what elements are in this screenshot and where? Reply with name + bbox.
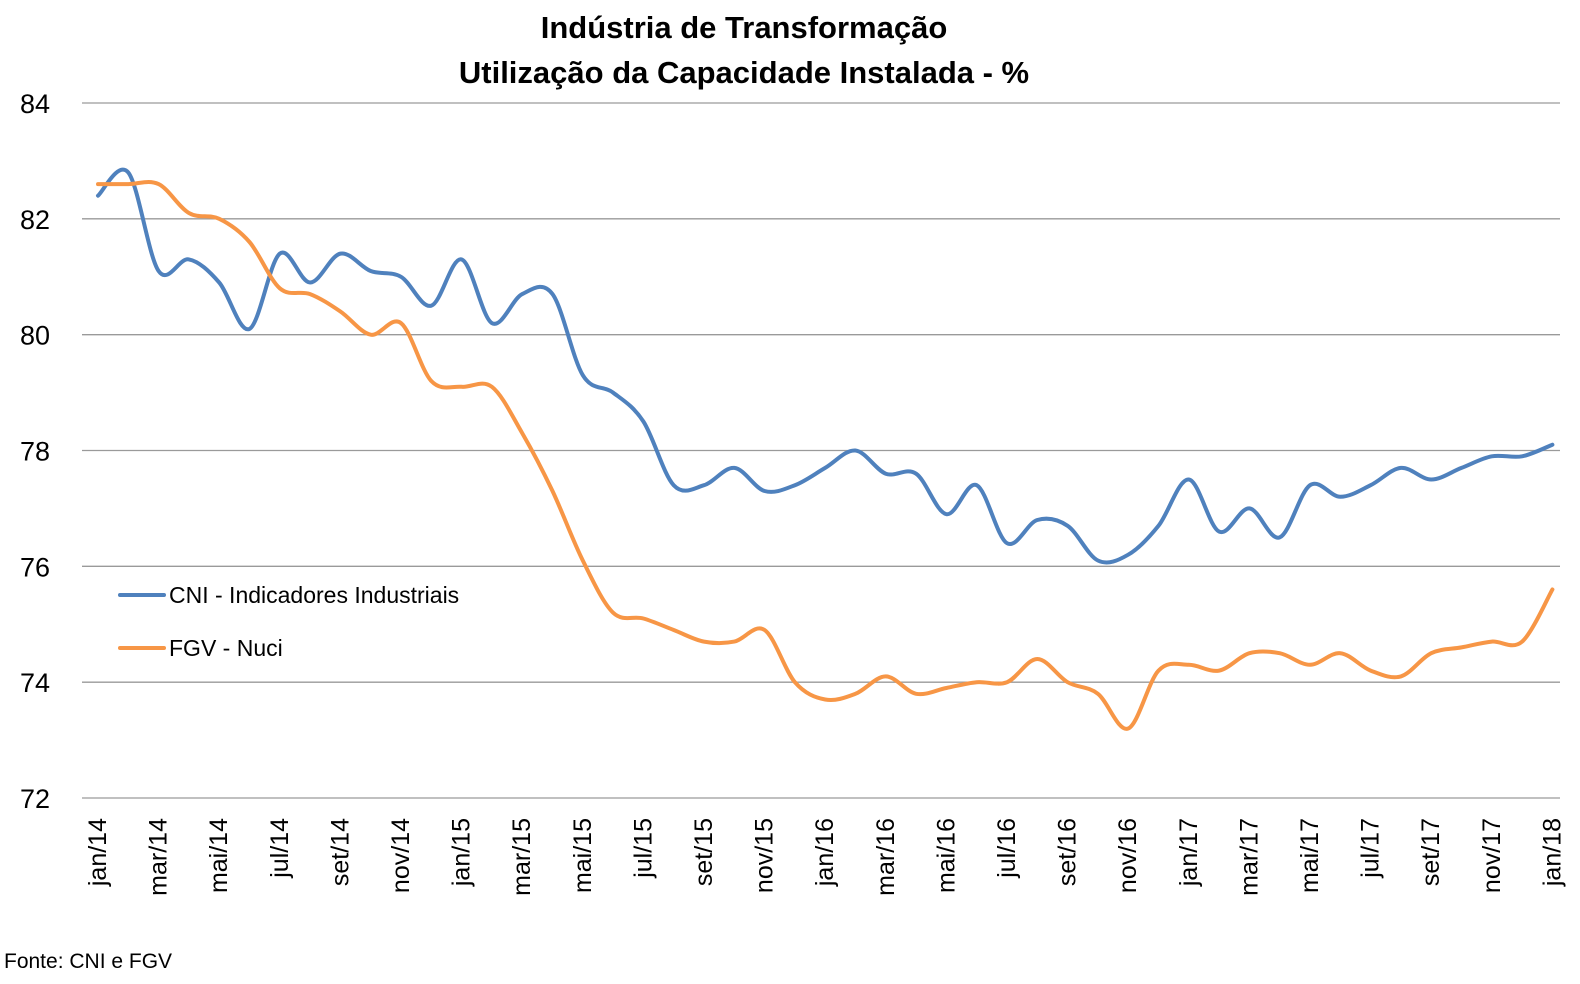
x-tick-label: mai/16 bbox=[932, 818, 960, 893]
x-tick-label: jan/17 bbox=[1175, 818, 1203, 887]
x-tick-label: mar/15 bbox=[508, 818, 536, 896]
series-line-fgv bbox=[96, 179, 1555, 731]
x-tick-label: nov/16 bbox=[1114, 818, 1142, 893]
x-tick-label: jan/15 bbox=[448, 818, 476, 887]
x-tick-label: mar/16 bbox=[872, 818, 900, 896]
y-tick-label: 74 bbox=[20, 668, 50, 698]
x-tick-label: mai/17 bbox=[1296, 818, 1324, 893]
x-tick-label: jul/14 bbox=[266, 818, 294, 879]
x-tick-label: mai/14 bbox=[205, 818, 233, 893]
source-note: Fonte: CNI e FGV bbox=[4, 950, 173, 973]
y-tick-label: 84 bbox=[20, 89, 50, 119]
legend-label-fgv: FGV - Nuci bbox=[169, 635, 283, 661]
x-tick-label: jan/14 bbox=[84, 818, 112, 887]
y-tick-label: 72 bbox=[20, 784, 50, 814]
series-lines bbox=[96, 167, 1555, 731]
x-tick-label: jul/15 bbox=[629, 818, 657, 879]
x-tick-label: nov/14 bbox=[387, 818, 415, 893]
chart-title: Indústria de Transformação bbox=[541, 10, 948, 45]
x-tick-label: jan/16 bbox=[811, 818, 839, 887]
legend: CNI - Indicadores Industriais FGV - Nuci bbox=[118, 582, 459, 661]
y-tick-label: 76 bbox=[20, 552, 50, 582]
x-tick-label: set/17 bbox=[1417, 818, 1445, 886]
y-tick-label: 78 bbox=[20, 437, 50, 467]
x-tick-label: nov/15 bbox=[751, 818, 779, 893]
x-tick-label: mar/14 bbox=[145, 818, 173, 896]
y-tick-label: 80 bbox=[20, 321, 50, 351]
y-tick-label: 82 bbox=[20, 205, 50, 235]
x-tick-label: set/16 bbox=[1054, 818, 1082, 886]
chart-subtitle: Utilização da Capacidade Instalada - % bbox=[459, 55, 1029, 90]
x-tick-label: nov/17 bbox=[1478, 818, 1506, 893]
y-axis-ticks: 72 74 76 78 80 82 84 bbox=[20, 89, 50, 814]
x-tick-label: set/14 bbox=[326, 818, 354, 886]
x-tick-label: jan/18 bbox=[1538, 818, 1566, 887]
x-tick-label: set/15 bbox=[690, 818, 718, 886]
gridlines bbox=[82, 102, 1560, 799]
x-axis-ticks: jan/14 mar/14 mai/14 jul/14 set/14 nov/14 jan/… bbox=[84, 818, 1566, 896]
legend-label-cni: CNI - Indicadores Industriais bbox=[169, 582, 459, 608]
x-tick-label: jul/17 bbox=[1357, 818, 1385, 879]
x-tick-label: mar/17 bbox=[1235, 818, 1263, 896]
x-tick-label: mai/15 bbox=[569, 818, 597, 893]
series-line-cni bbox=[96, 167, 1555, 565]
x-tick-label: jul/16 bbox=[993, 818, 1021, 879]
